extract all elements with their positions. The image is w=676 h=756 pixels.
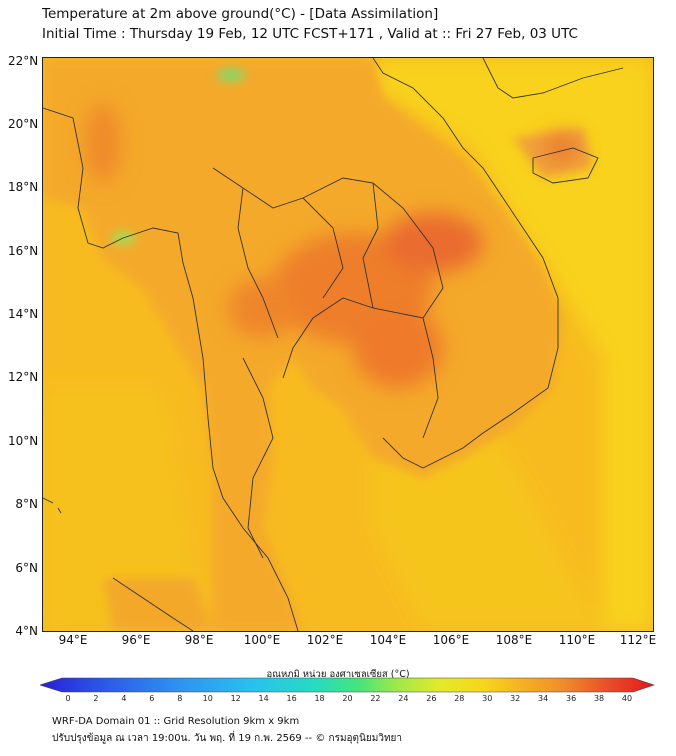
footer-model-info: WRF-DA Domain 01 :: Grid Resolution 9km …: [52, 716, 300, 727]
lon-tick: 94°E: [58, 633, 88, 647]
map-title: Temperature at 2m above ground(°C) - [Da…: [42, 6, 439, 22]
colorbar-tick-label: 6: [149, 694, 155, 703]
colorbar-tick-label: 28: [454, 694, 465, 703]
lon-tick: 104°E: [369, 633, 407, 647]
lon-tick: 108°E: [495, 633, 533, 647]
lon-tick: 98°E: [184, 633, 214, 647]
map-canvas: [43, 58, 653, 631]
lon-tick: 96°E: [121, 633, 151, 647]
colorbar-tick-label: 18: [314, 694, 325, 703]
colorbar-tick-label: 16: [286, 694, 297, 703]
lon-tick: 110°E: [558, 633, 596, 647]
colorbar-tick-label: 10: [202, 694, 213, 703]
lat-tick: 14°N: [8, 307, 39, 321]
lat-tick: 12°N: [8, 370, 39, 384]
lat-tick: 4°N: [15, 624, 38, 638]
lat-tick: 6°N: [15, 561, 38, 575]
footer-update-info: ปรับปรุงข้อมูล ณ เวลา 19:00น. วัน พฤ. ที…: [52, 733, 403, 744]
colorbar-tick-label: 12: [230, 694, 241, 703]
colorbar-tick-label: 24: [398, 694, 409, 703]
colorbar-tick-label: 22: [370, 694, 381, 703]
lon-tick: 106°E: [432, 633, 470, 647]
lat-tick: 22°N: [8, 54, 39, 68]
colorbar-tick-label: 38: [593, 694, 605, 703]
lat-tick: 16°N: [8, 244, 39, 258]
colorbar-tick-label: 26: [426, 694, 437, 703]
colorbar-tick-label: 4: [121, 694, 127, 703]
land-temperature-layer: [43, 58, 593, 631]
colorbar-label: อุณหภูมิ หน่วย องศาเซลเซียส (°C): [266, 669, 410, 680]
hot-spots-layer: [85, 103, 579, 388]
lat-tick: 10°N: [8, 434, 39, 448]
colorbar-tick-label: 40: [621, 694, 633, 703]
colorbar-tick-label: 8: [177, 694, 183, 703]
colorbar-tick-label: 30: [482, 694, 493, 703]
map-subtitle: Initial Time : Thursday 19 Feb, 12 UTC F…: [42, 26, 578, 42]
colorbar-tick-label: 34: [538, 694, 549, 703]
colorbar: [40, 677, 655, 693]
lat-tick: 8°N: [15, 497, 38, 511]
colorbar-tick-label: 20: [342, 694, 353, 703]
lon-tick: 112°E: [619, 633, 657, 647]
lon-tick: 100°E: [243, 633, 281, 647]
colorbar-tick-label: 32: [510, 694, 521, 703]
colorbar-tick-label: 2: [93, 694, 99, 703]
lat-tick: 18°N: [8, 180, 39, 194]
temperature-map: [42, 57, 654, 632]
lat-tick: 20°N: [8, 117, 39, 131]
coastline-borders: [43, 58, 624, 631]
colorbar-tick-label: 0: [65, 694, 71, 703]
lon-tick: 102°E: [306, 633, 344, 647]
colorbar-tick-label: 14: [258, 694, 269, 703]
colorbar-tick-label: 36: [566, 694, 577, 703]
